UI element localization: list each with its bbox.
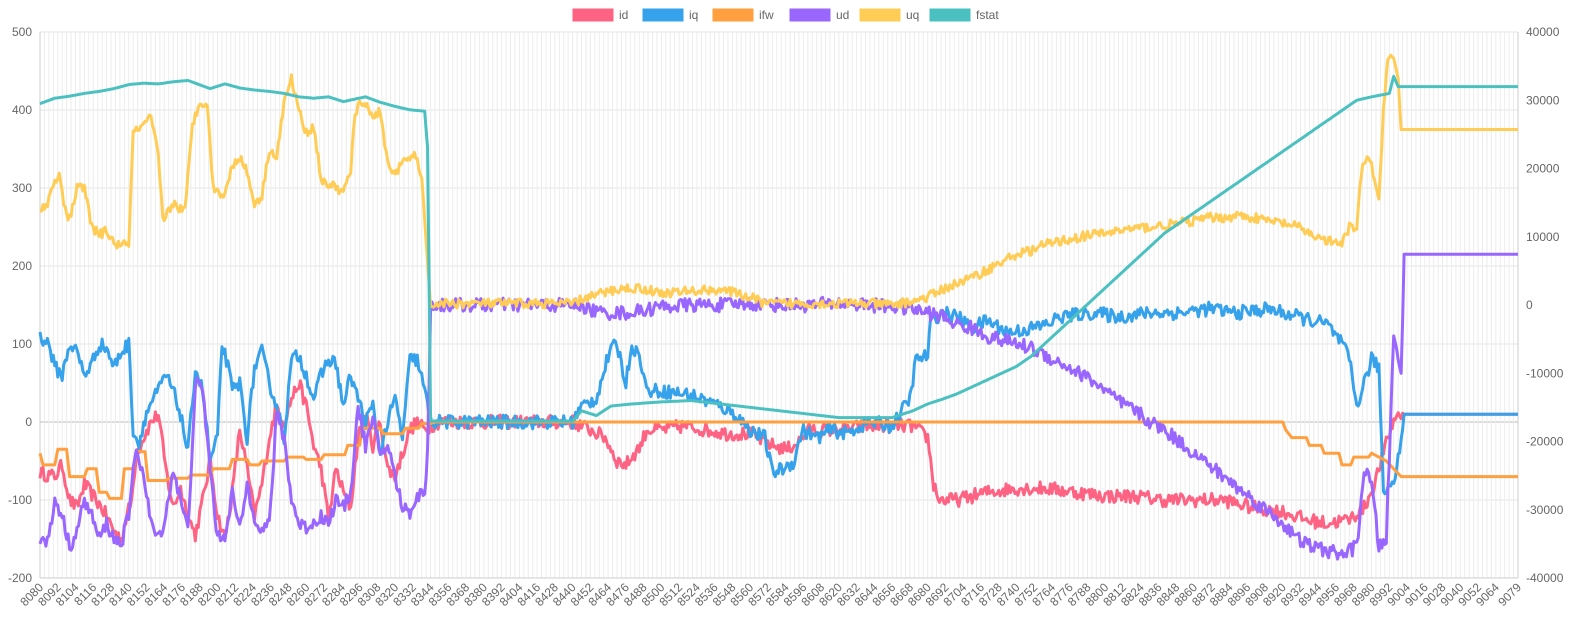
y-right-tick-label: 40000 <box>1526 25 1560 39</box>
y-right-tick-label: 0 <box>1526 298 1533 312</box>
legend-item-iq[interactable]: iq <box>642 8 698 22</box>
y-left-tick-label: 0 <box>25 415 32 429</box>
legend-item-uq[interactable]: uq <box>859 8 919 22</box>
legend-swatch <box>789 8 831 22</box>
legend-label: id <box>619 8 628 22</box>
series-line-iq <box>38 300 1518 496</box>
legend-label: uq <box>906 8 919 22</box>
y-left-tick-label: 100 <box>12 337 32 351</box>
y-right-tick-label: -20000 <box>1526 435 1564 449</box>
x-axis: 8080809281048116812881408152816481768188… <box>17 580 1524 609</box>
legend-swatch <box>712 8 754 22</box>
legend-swatch <box>859 8 901 22</box>
legend-swatch <box>929 8 971 22</box>
legend-label: iq <box>689 8 698 22</box>
legend-item-ud[interactable]: ud <box>789 8 849 22</box>
y-left-tick-label: 200 <box>12 259 32 273</box>
y-left-tick-label: -100 <box>8 493 32 507</box>
legend-label: fstat <box>976 8 999 22</box>
y-right-tick-label: 20000 <box>1526 162 1560 176</box>
y-right-tick-label: 10000 <box>1526 230 1560 244</box>
y-left-tick-label: 400 <box>12 103 32 117</box>
legend-swatch <box>572 8 614 22</box>
y-right-tick-label: -40000 <box>1526 571 1564 585</box>
legend-swatch <box>642 8 684 22</box>
legend-item-ifw[interactable]: ifw <box>712 8 774 22</box>
y-right-axis: 40000 30000 20000 10000 0 -10000 -20000 -30000 -… <box>1526 25 1564 585</box>
series-line-ud <box>38 252 1518 561</box>
y-left-axis: 500 400 300 200 100 0 -100 -200 <box>8 25 32 585</box>
x-tick-label: 9079 <box>1495 580 1524 609</box>
legend-label: ifw <box>759 8 774 22</box>
y-left-tick-label: -200 <box>8 571 32 585</box>
y-right-tick-label: -30000 <box>1526 503 1564 517</box>
y-left-tick-label: 300 <box>12 181 32 195</box>
y-right-tick-label: -10000 <box>1526 366 1564 380</box>
y-right-tick-label: 30000 <box>1526 93 1560 107</box>
legend-item-fstat[interactable]: fstat <box>929 8 999 22</box>
series-layer <box>38 53 1518 561</box>
series-line-fstat <box>39 74 1518 423</box>
legend-label: ud <box>836 8 849 22</box>
y-left-tick-label: 500 <box>12 25 32 39</box>
legend[interactable]: id iq ifw ud uq fstat <box>572 8 999 22</box>
legend-item-id[interactable]: id <box>572 8 628 22</box>
